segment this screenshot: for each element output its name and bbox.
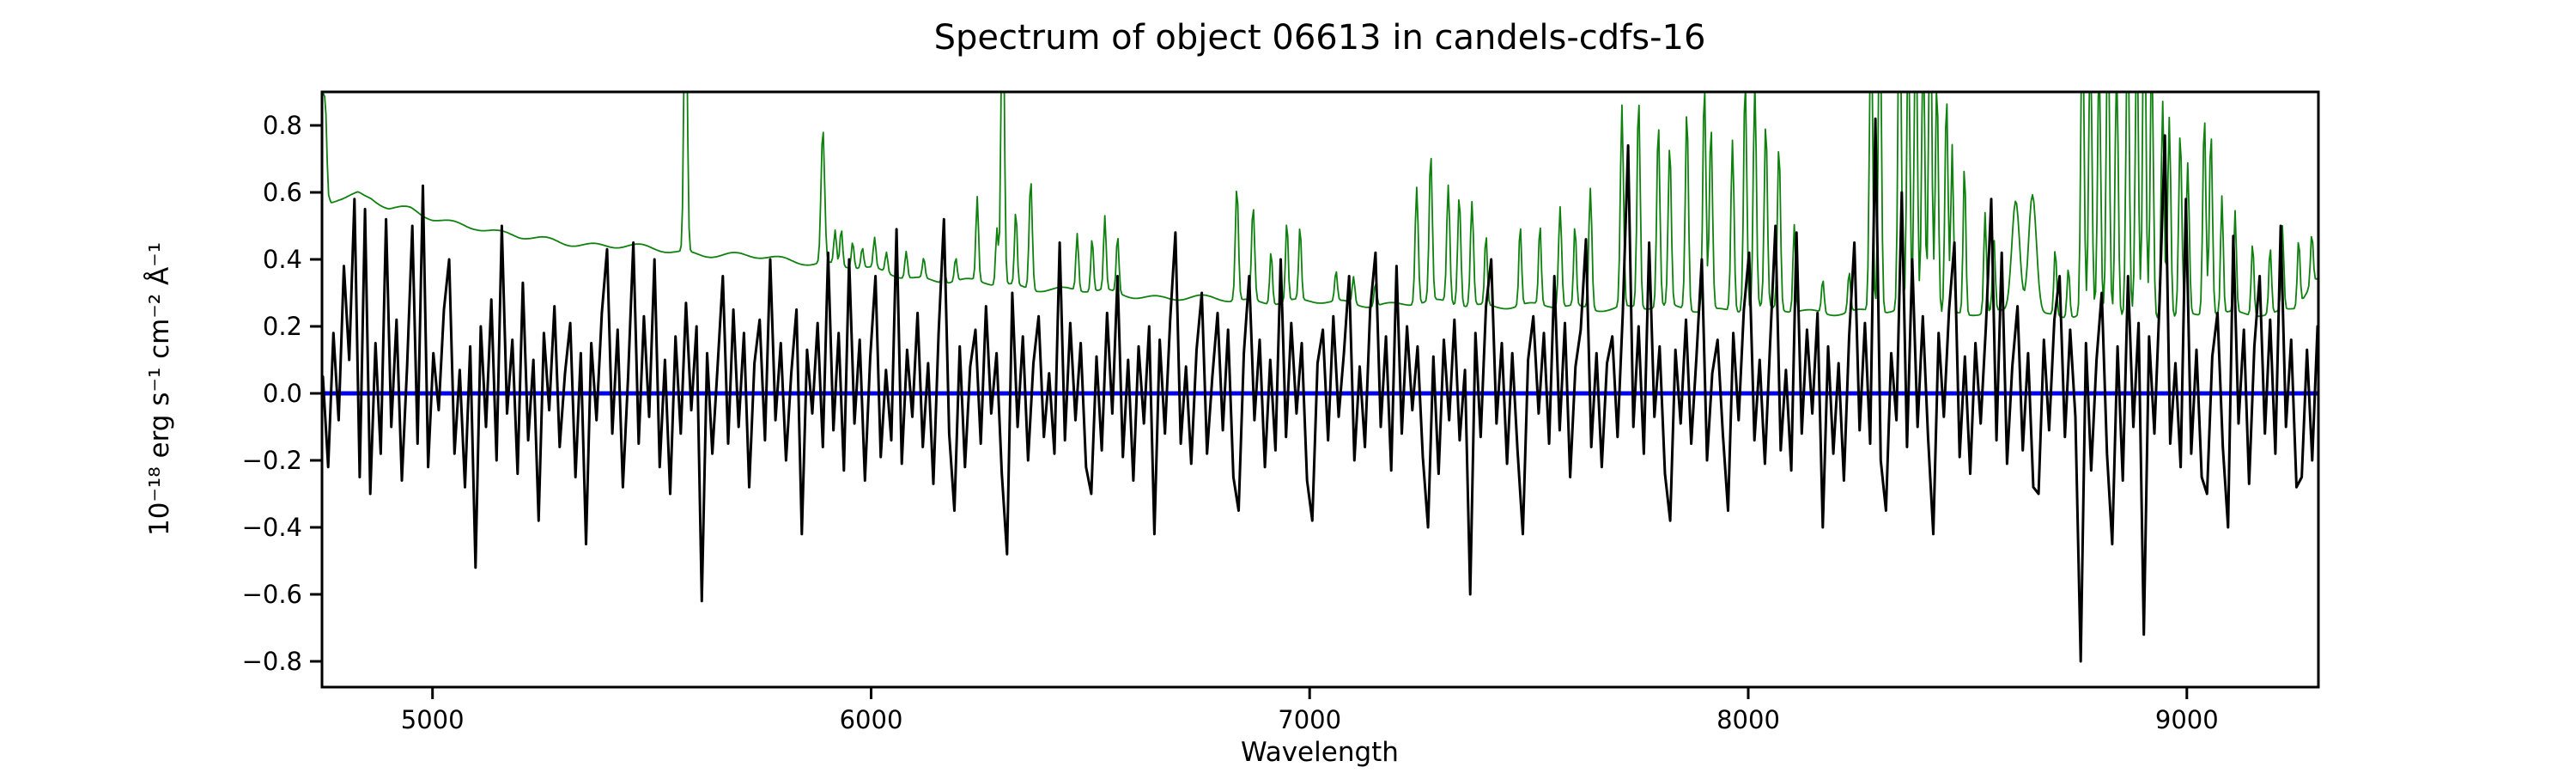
x-tick-label: 8000 — [1716, 705, 1780, 734]
y-tick-label: 0.2 — [263, 312, 302, 341]
x-axis-label: Wavelength — [1241, 737, 1399, 768]
y-axis-label: 10⁻¹⁸ erg s⁻¹ cm⁻² Å⁻¹ — [144, 242, 175, 536]
y-tick-label: −0.4 — [242, 513, 302, 542]
y-tick-label: −0.6 — [242, 580, 302, 609]
x-tick-label: 7000 — [1278, 705, 1341, 734]
axes-box — [320, 90, 2320, 689]
y-tick-label: 0.8 — [263, 111, 302, 140]
y-tick-label: 0.0 — [263, 379, 302, 408]
y-tick-label: −0.2 — [242, 446, 302, 475]
plot-area — [322, 92, 2318, 687]
x-tick-label: 5000 — [401, 705, 465, 734]
flux-spectrum-line — [322, 117, 2318, 663]
plot-title: Spectrum of object 06613 in candels-cdfs… — [934, 18, 1706, 58]
x-axis-ticks: 5000 6000 7000 8000 9000 — [401, 687, 2219, 734]
y-tick-label: 0.6 — [263, 178, 302, 207]
y-tick-label: −0.8 — [242, 647, 302, 676]
y-tick-label: 0.4 — [263, 245, 302, 274]
y-axis-ticks: 0.8 0.6 0.4 0.2 0.0 −0.2 −0.4 −0.6 −0.8 — [242, 111, 322, 676]
sky-spectrum-line — [322, 92, 2318, 319]
x-tick-label: 9000 — [2155, 705, 2219, 734]
x-tick-label: 6000 — [840, 705, 903, 734]
